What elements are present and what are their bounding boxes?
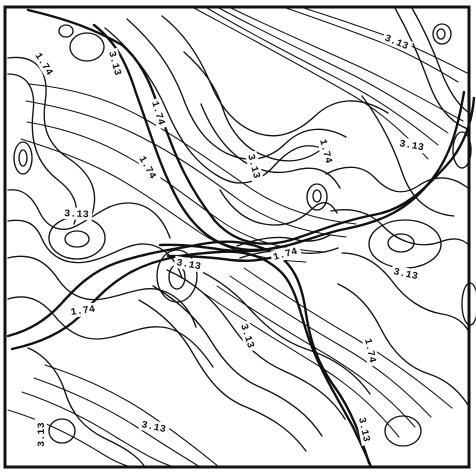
contour-label-low-4: 1.74 xyxy=(135,151,161,184)
upper-band-2 xyxy=(206,7,439,146)
left-wave-3 xyxy=(7,189,171,239)
upper-band-3 xyxy=(218,7,449,134)
right-wave-6 xyxy=(394,7,469,130)
contour-label-low-1: 1.74 xyxy=(31,48,58,81)
center-connector-2 xyxy=(166,251,289,262)
right-middle-oval-inner xyxy=(387,233,415,253)
contour-label-text: 3.13 xyxy=(244,153,261,180)
center-top-oval xyxy=(306,183,328,211)
center-wave-1 xyxy=(104,27,329,184)
right-wave-4 xyxy=(337,283,469,406)
contour-label-high-2: 3.13 xyxy=(244,150,264,183)
right-wave-7 xyxy=(411,7,469,113)
left-upper-oval-inner xyxy=(18,149,28,167)
left-wave-1 xyxy=(7,56,96,218)
lower-band-7 xyxy=(229,275,432,418)
lower-band-1 xyxy=(44,364,220,468)
center-wave-4 xyxy=(183,51,320,162)
left-wave-2 xyxy=(7,73,78,225)
contour-label-text: 3.13 xyxy=(175,258,201,273)
contour-label-text: 3.13 xyxy=(392,267,419,283)
upper-band-4 xyxy=(230,7,464,122)
upper-diagonal-ridge-2 xyxy=(92,23,466,252)
right-lower-oval xyxy=(461,282,476,326)
left-wave-7 xyxy=(27,347,146,468)
top-left-small-oval xyxy=(58,24,74,38)
left-middle-oval xyxy=(48,216,106,260)
center-connector-3 xyxy=(236,234,331,247)
bottom-right-oval xyxy=(384,415,422,447)
left-middle-oval-inner xyxy=(64,230,90,248)
bottom-left-oval xyxy=(48,418,76,444)
middle-band-4 xyxy=(20,138,307,263)
lower-band-2 xyxy=(33,377,201,468)
center-wave-6 xyxy=(219,189,338,226)
middle-band-1 xyxy=(28,83,357,225)
lower-center-wave-4 xyxy=(181,262,371,395)
middle-band-3 xyxy=(26,121,327,253)
upper-band-1 xyxy=(193,7,429,160)
center-connector-1 xyxy=(158,243,280,253)
contour-labels: 1.74 3.13 1.74 3.13 1.74 3.13 xyxy=(31,30,429,449)
left-wave-6 xyxy=(7,296,214,368)
right-wave-2 xyxy=(330,209,471,247)
contour-label-low-5: 1.74 xyxy=(361,335,380,368)
upper-band-5 xyxy=(285,7,459,83)
center-wave-2 xyxy=(126,18,347,160)
contour-label-text: 3.13 xyxy=(140,420,167,436)
contour-label-text: 3.13 xyxy=(355,417,371,444)
right-top-oval xyxy=(432,23,452,45)
contour-label-high-3: 3.13 xyxy=(61,206,93,221)
contour-label-text: 3.13 xyxy=(383,34,410,53)
right-wave-3 xyxy=(341,252,470,333)
lower-center-wave-2 xyxy=(152,285,323,437)
lower-band-5 xyxy=(204,293,400,438)
contour-label-high-7: 3.13 xyxy=(138,417,171,436)
lower-band-3 xyxy=(21,391,175,468)
contour-label-high-1: 3.13 xyxy=(105,47,125,80)
right-top-oval-inner xyxy=(436,28,446,40)
right-upper-oval xyxy=(452,131,472,169)
contour-label-text: 1.74 xyxy=(361,338,377,365)
contour-label-text: 1.74 xyxy=(70,305,96,319)
contour-label-high-10: 3.13 xyxy=(173,255,206,273)
center-top-oval-inner xyxy=(312,189,322,203)
contour-label-text: 3.13 xyxy=(37,422,48,447)
lower-center-wave-1 xyxy=(138,299,307,452)
lower-band-8 xyxy=(243,267,453,409)
contour-label-high-9: 3.13 xyxy=(35,419,48,449)
center-wave-5 xyxy=(200,103,341,189)
contour-label-low-6: 1.74 xyxy=(67,302,100,319)
right-wave-5 xyxy=(361,95,455,217)
contour-label-text: 3.13 xyxy=(64,209,89,221)
left-wave-5 xyxy=(7,255,197,328)
contour-label-high-5: 3.13 xyxy=(390,264,423,283)
contour-label-text: 3.13 xyxy=(398,139,424,154)
left-upper-oval xyxy=(13,141,33,175)
center-wave-3 xyxy=(161,15,389,137)
lower-band-4 xyxy=(7,409,133,468)
contour-label-high-8: 3.13 xyxy=(355,414,374,447)
lower-band-6 xyxy=(216,285,416,428)
contour-label-high-11: 3.13 xyxy=(396,136,429,154)
left-wave-4 xyxy=(7,219,183,279)
right-wave-1 xyxy=(325,166,469,193)
contour-label-low-2: 1.74 xyxy=(148,97,169,130)
top-left-oval xyxy=(69,32,105,62)
plot-frame xyxy=(3,5,471,469)
